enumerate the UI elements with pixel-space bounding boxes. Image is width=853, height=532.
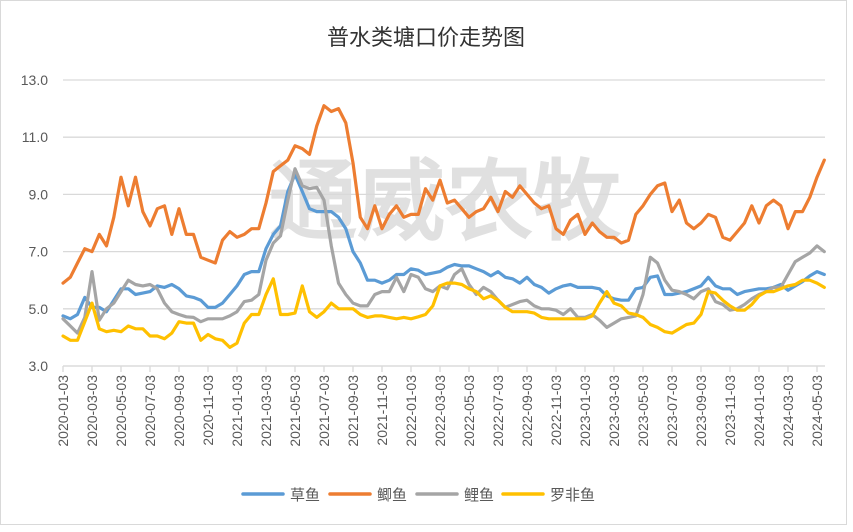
legend-label: 草鱼 [290, 486, 320, 504]
x-tick-label: 2020-11-03 [200, 375, 216, 446]
x-tick-label: 2021-03-03 [258, 375, 274, 447]
legend-label: 罗非鱼 [550, 486, 595, 504]
x-tick-label: 2020-01-03 [55, 375, 71, 447]
x-tick-label: 2021-11-03 [374, 375, 390, 446]
x-tick-label: 2023-07-03 [664, 375, 680, 447]
y-tick-label: 11.0 [22, 129, 48, 145]
chart-border [0, 0, 847, 525]
y-tick-label: 13.0 [21, 72, 48, 88]
x-tick-label: 2020-03-03 [84, 375, 100, 447]
y-tick-label: 3.0 [29, 358, 49, 374]
y-tick-label: 9.0 [29, 186, 49, 202]
y-axis: 3.0 5.0 7.0 9.0 11.0 13.0 [21, 72, 48, 374]
x-tick-label: 2022-09-03 [519, 375, 535, 447]
legend-item: 鲤鱼 [415, 486, 494, 504]
x-tick-label: 2022-03-03 [432, 375, 448, 447]
legend-item: 草鱼 [241, 486, 320, 504]
y-tick-label: 5.0 [29, 301, 49, 317]
x-tick-label: 2020-07-03 [142, 375, 158, 447]
chart-title: 普水类塘口价走势图 [327, 26, 525, 51]
x-tick-label: 2022-11-03 [548, 375, 564, 446]
series-line-2 [61, 104, 826, 285]
x-tick-label: 2023-01-03 [577, 375, 593, 447]
x-tick-label: 2022-01-03 [403, 375, 419, 447]
x-tick-label: 2021-05-03 [287, 375, 303, 447]
x-tick-label: 2023-03-03 [606, 375, 622, 447]
series-line-4 [61, 277, 826, 349]
x-tick-label: 2024-03-03 [780, 375, 796, 447]
x-tick-label: 2023-05-03 [635, 375, 651, 447]
x-tick-label: 2021-01-03 [229, 375, 245, 447]
x-tick-label: 2022-05-03 [461, 375, 477, 447]
x-tick-label: 2023-09-03 [693, 375, 709, 447]
series-lines [61, 104, 826, 349]
legend-label: 鲤鱼 [464, 486, 494, 504]
legend-label: 鲫鱼 [377, 486, 407, 504]
x-tick-label: 2023-11-03 [722, 375, 738, 446]
x-tick-label: 2020-05-03 [113, 375, 129, 447]
x-tick-label: 2020-09-03 [171, 375, 187, 447]
legend-item: 鲫鱼 [328, 486, 407, 504]
legend: 草鱼 鲫鱼 鲤鱼 罗非鱼 [241, 486, 595, 504]
y-tick-label: 7.0 [29, 244, 49, 260]
x-tick-label: 2021-09-03 [345, 375, 361, 447]
x-tick-label: 2022-07-03 [490, 375, 506, 447]
x-axis: 2020-01-03 2020-03-03 2020-05-03 2020-07-03… [55, 365, 825, 447]
series-line-1 [61, 172, 826, 321]
x-tick-label: 2024-05-03 [809, 375, 825, 447]
x-tick-label: 2021-07-03 [316, 375, 332, 447]
series-line-3 [61, 167, 826, 335]
x-tick-label: 2024-01-03 [751, 375, 767, 447]
y-gridlines [63, 79, 825, 367]
legend-item: 罗非鱼 [501, 486, 595, 504]
